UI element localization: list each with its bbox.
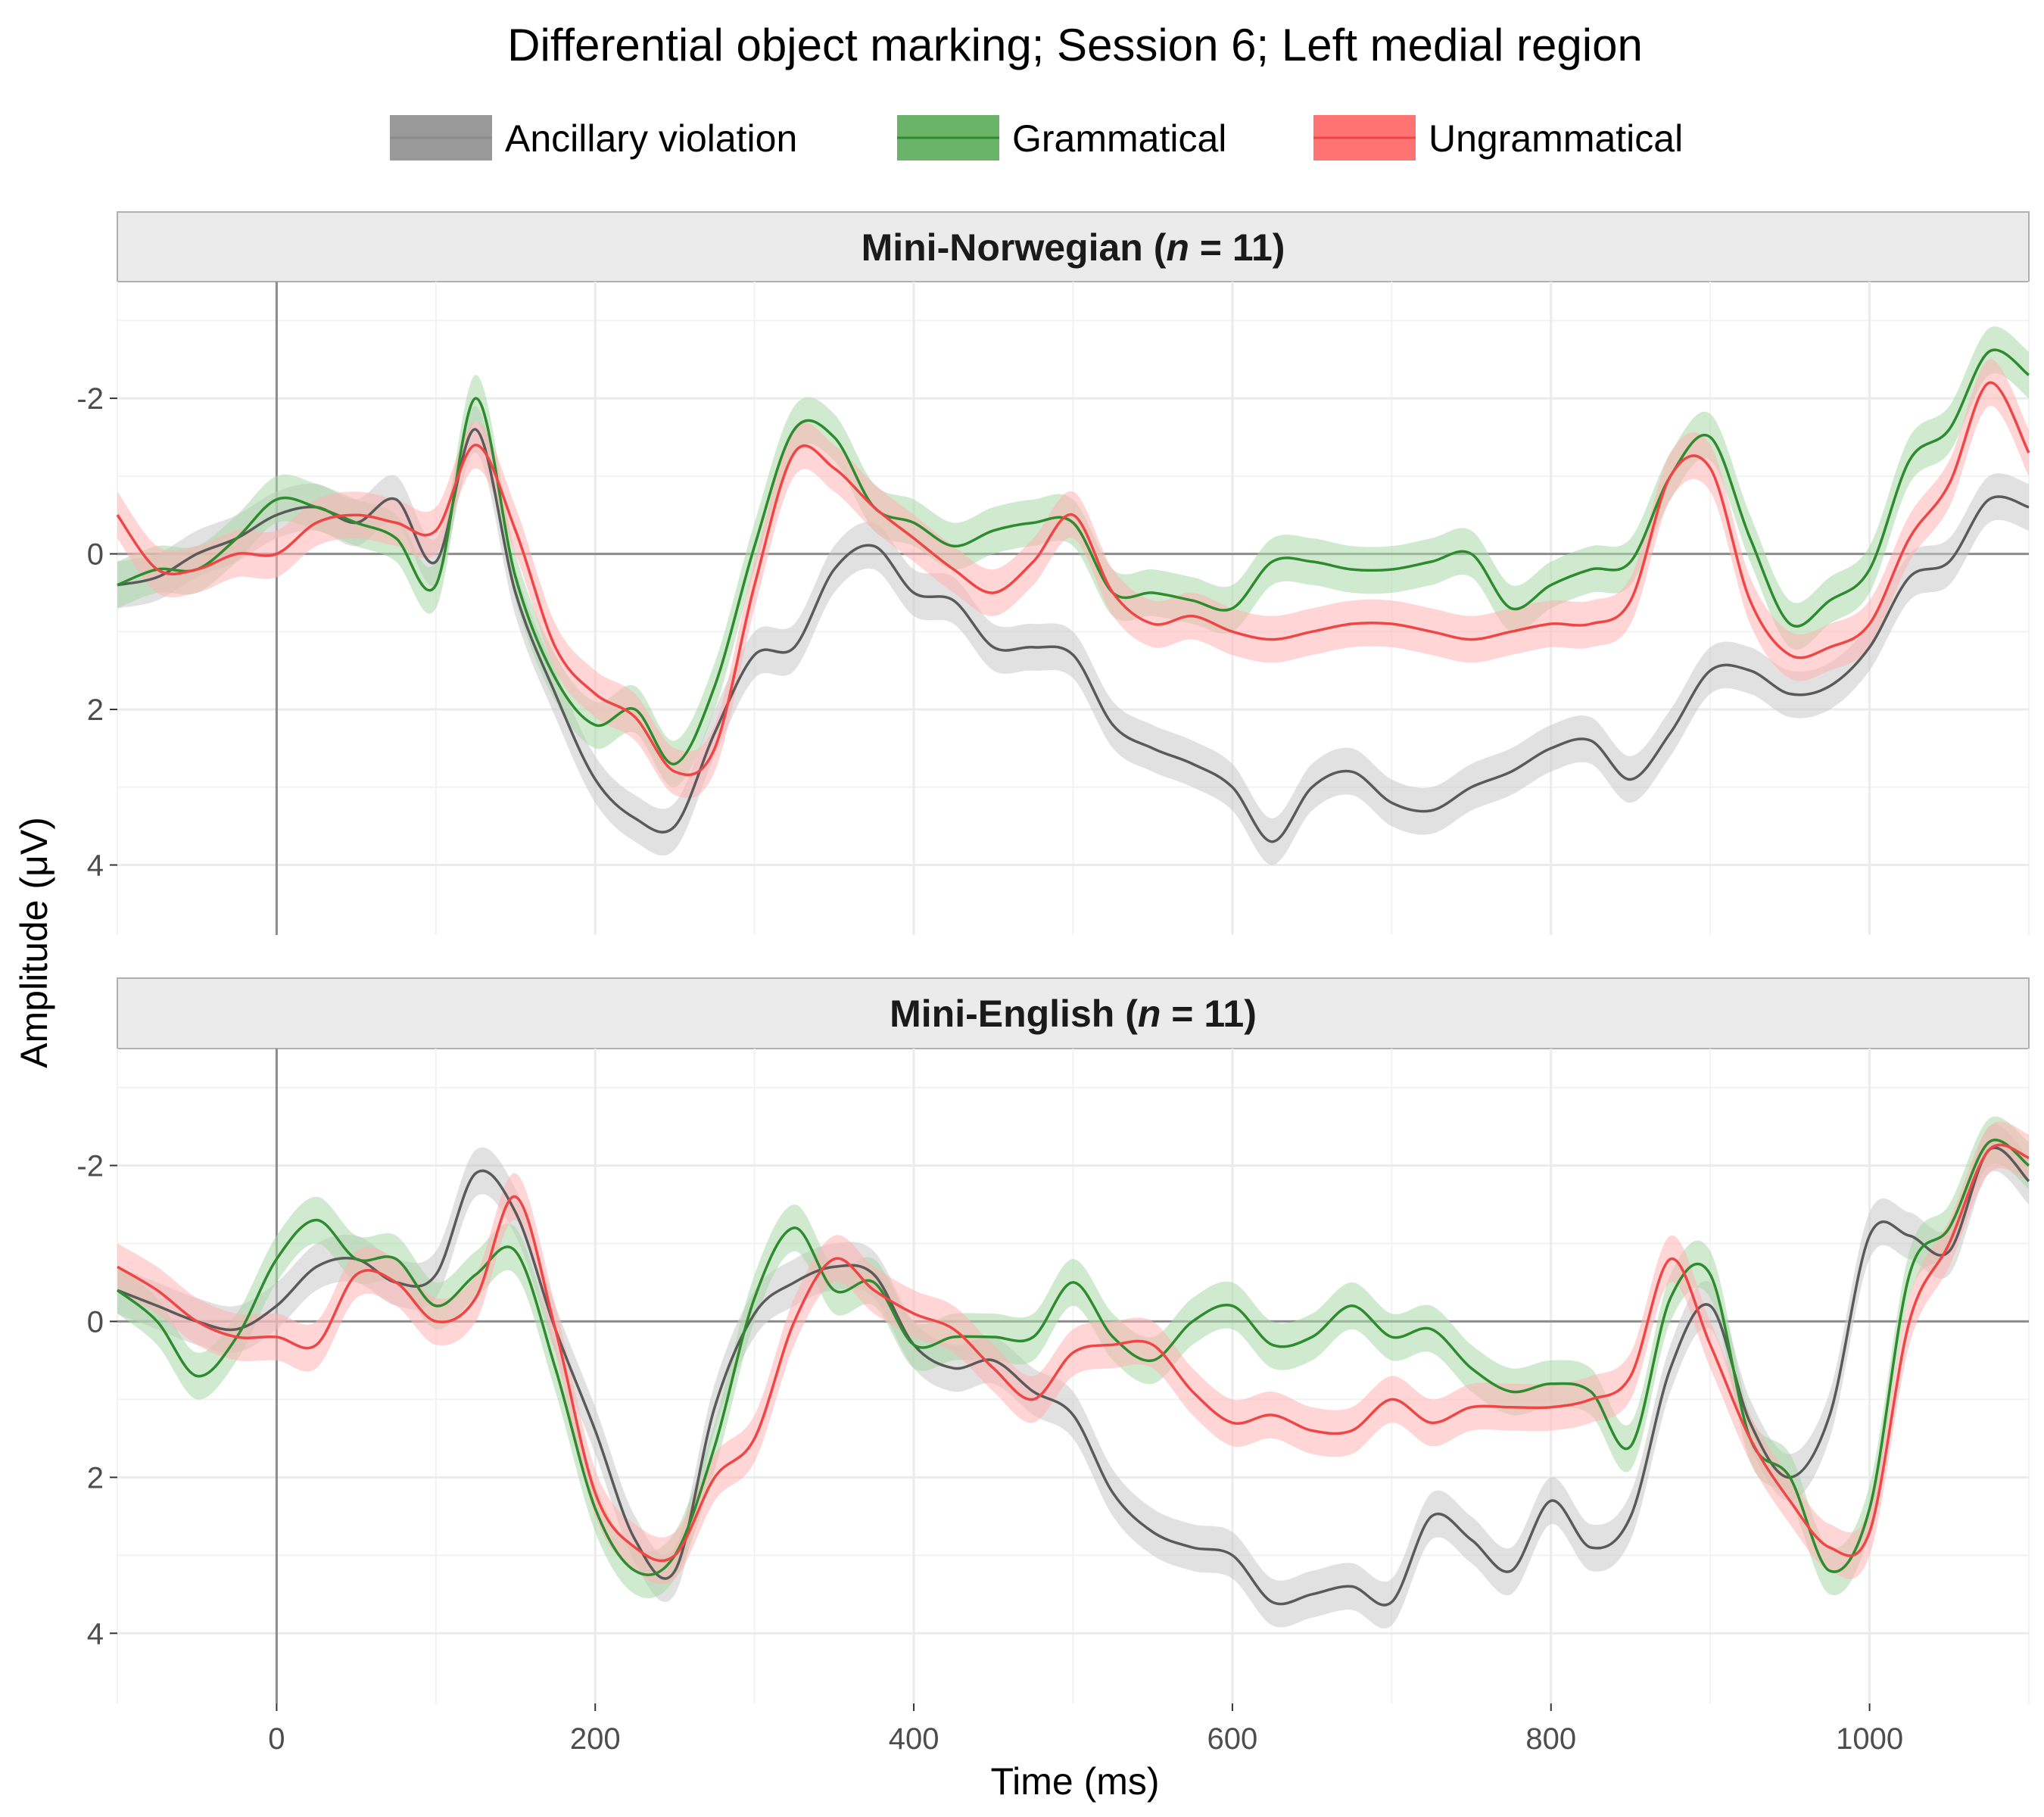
legend-label: Ungrammatical xyxy=(1429,117,1683,160)
panel-strip xyxy=(117,977,2030,1049)
x-tick-label: 600 xyxy=(1207,1722,1258,1756)
y-tick-label: -2 xyxy=(76,1149,104,1183)
y-tick-label: 0 xyxy=(87,538,104,572)
y-tick-label: 4 xyxy=(87,1617,104,1650)
y-tick-label: 0 xyxy=(87,1305,104,1339)
x-tick-label: 400 xyxy=(889,1722,939,1756)
series-line-ancillary xyxy=(117,1146,2030,1607)
legend-label: Ancillary violation xyxy=(505,117,797,160)
series-line-ungrammatical xyxy=(117,1143,2030,1563)
legend-item: Grammatical xyxy=(897,115,1226,161)
x-tick-label: 0 xyxy=(268,1722,285,1756)
y-axis-label: Amplitude (μV) xyxy=(13,817,55,1068)
y-tick-label: 2 xyxy=(87,1461,104,1494)
x-tick-label: 200 xyxy=(570,1722,621,1756)
y-tick-label: 4 xyxy=(87,849,104,883)
ribbon-ancillary xyxy=(117,406,2029,865)
x-axis-label: Time (ms) xyxy=(990,1760,1159,1803)
legend-item: Ungrammatical xyxy=(1313,115,1683,161)
chart-title: Differential object marking; Session 6; … xyxy=(507,20,1643,70)
panel-title: Mini-Norwegian (n = 11) xyxy=(862,226,1285,269)
ribbon-ancillary xyxy=(117,1124,2029,1629)
panels: Mini-Norwegian (n = 11)-2024Mini-English… xyxy=(76,211,2030,1703)
ribbon-ungrammatical xyxy=(117,359,2029,799)
x-tick-labels: 0 200 400 600 800 1000 xyxy=(268,1703,1903,1756)
legend: Ancillary violation Grammatical Ungrammati… xyxy=(390,115,1683,161)
panel-strip xyxy=(117,211,2030,282)
y-tick-label: -2 xyxy=(76,382,104,416)
legend-item: Ancillary violation xyxy=(390,115,797,161)
x-tick-label: 1000 xyxy=(1836,1722,1903,1756)
legend-label: Grammatical xyxy=(1012,117,1226,160)
series-line-ungrammatical xyxy=(116,381,2030,777)
x-tick-label: 800 xyxy=(1525,1722,1576,1756)
panel: Mini-Norwegian (n = 11) -2 0 2 4 xyxy=(76,211,2030,935)
panel: Mini-English (n = 11) -2 0 2 4 xyxy=(76,977,2030,1703)
y-tick-label: 2 xyxy=(87,693,104,727)
panel-title: Mini-English (n = 11) xyxy=(890,993,1257,1035)
